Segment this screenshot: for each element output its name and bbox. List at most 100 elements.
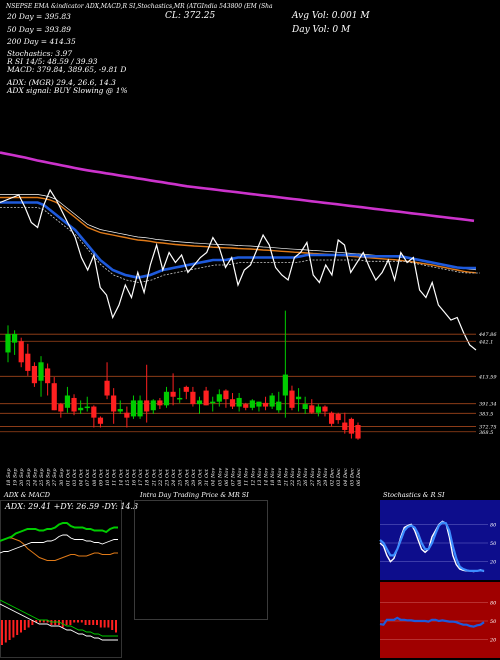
adx-macd-panel xyxy=(0,500,122,658)
level-label: 447.86 xyxy=(478,332,497,338)
x-tick-label: 05 Dec xyxy=(349,468,355,486)
macd-histogram-bar xyxy=(31,620,34,625)
x-tick-label: 04 Oct xyxy=(79,468,85,486)
macd-histogram-bar xyxy=(27,620,30,628)
macd-histogram-bar xyxy=(65,620,68,625)
x-tick-label: 17 Oct xyxy=(138,468,144,486)
x-tick-label: 23 Oct xyxy=(165,468,171,487)
rsi-tick-label: 80 xyxy=(490,600,497,606)
x-tick-label: 29 Oct xyxy=(191,468,197,487)
candle-body xyxy=(97,417,104,424)
x-tick-label: 19 Sep xyxy=(13,468,19,486)
x-tick-label: 18 Oct xyxy=(145,468,151,486)
stoch-k-line xyxy=(379,520,485,573)
x-tick-label: 07 Nov xyxy=(231,468,237,486)
candle-body xyxy=(38,362,44,381)
level-label: 368.5 xyxy=(479,430,493,436)
x-tick-label: 04 Dec xyxy=(343,468,349,486)
x-tick-label: 30 Sep xyxy=(59,468,65,486)
candle-body xyxy=(183,386,189,392)
macd-histogram-bar xyxy=(80,620,83,623)
macd-signal-line xyxy=(0,599,118,637)
candle-body xyxy=(348,418,354,434)
x-tick-label: 19 Nov xyxy=(277,468,283,486)
candle-body xyxy=(58,404,64,412)
x-tick-label: 18 Sep xyxy=(6,468,12,486)
stoch-tick-label: 20 xyxy=(489,560,497,566)
x-tick-label: 16 Oct xyxy=(132,468,138,486)
candle-body xyxy=(157,400,163,406)
x-tick-label: 11 Oct xyxy=(112,468,118,486)
macd-stat: MACD: 379.84, 389.65, -9.81 D xyxy=(7,65,127,74)
macd-histogram-bar xyxy=(84,620,87,625)
macd-histogram-bar xyxy=(69,620,72,625)
x-tick-label: 25 Sep xyxy=(39,468,45,487)
candle-body xyxy=(78,407,84,411)
x-tick-label: 28 Oct xyxy=(184,468,190,487)
macd-histogram-bar xyxy=(46,620,49,623)
candle-body xyxy=(71,397,77,412)
candle-body xyxy=(216,394,222,402)
x-tick-label: 10 Oct xyxy=(105,468,111,486)
candle-body xyxy=(144,400,150,412)
macd-histogram-bar xyxy=(99,620,102,628)
x-tick-label: 08 Oct xyxy=(92,468,98,486)
macd-histogram-bar xyxy=(107,620,110,628)
x-tick-label: 08 Nov xyxy=(237,468,243,486)
macd-histogram-bar xyxy=(16,620,19,635)
candle-body xyxy=(322,406,328,412)
macd-histogram-bar xyxy=(111,620,114,630)
candle-body xyxy=(163,391,170,406)
candle-body xyxy=(342,422,348,430)
x-tick-label: 25 Nov xyxy=(297,468,303,487)
macd-chart xyxy=(0,599,118,645)
candle-body xyxy=(282,374,288,396)
price-avg-line xyxy=(0,207,480,283)
macd-histogram-bar xyxy=(35,620,38,623)
x-tick-label: 30 Oct xyxy=(198,468,204,486)
adx-readout: ADX: 29.41 +DY: 26.59 -DY: 14.3 xyxy=(5,502,139,511)
candle-body xyxy=(223,390,229,400)
macd-histogram-bar xyxy=(8,620,11,640)
rsi-line xyxy=(379,616,485,628)
x-tick-label: 22 Nov xyxy=(290,468,296,487)
x-tick-label: 14 Nov xyxy=(264,468,270,486)
rsi-tick-label: 50 xyxy=(490,619,497,625)
adx-chart xyxy=(0,522,118,561)
candle-body xyxy=(177,397,183,400)
candle-body xyxy=(302,404,308,410)
candle-body xyxy=(289,390,295,408)
candle-body xyxy=(203,390,209,406)
avg-volume: Avg Vol: 0.001 M xyxy=(292,11,370,21)
ema20-line xyxy=(0,201,476,279)
x-tick-label: 12 Nov xyxy=(250,468,256,486)
x-tick-label: 27 Sep xyxy=(52,468,58,487)
macd-histogram-bar xyxy=(54,620,57,625)
ema-overlay-chart xyxy=(0,151,480,351)
stoch-rsi-title: Stochastics & R SI xyxy=(383,491,445,499)
candle-body xyxy=(315,406,321,413)
candle-body xyxy=(249,400,255,408)
price-line xyxy=(0,188,477,351)
candle-body xyxy=(262,402,269,407)
candle-body xyxy=(295,396,302,400)
day-volume: Day Vol: 0 M xyxy=(292,25,351,35)
intraday-title: Intra Day Trading Price & MR SI xyxy=(140,491,249,499)
x-tick-label: 03 Dec xyxy=(336,468,342,486)
candle-body xyxy=(355,425,361,439)
rsi-tick-label: 20 xyxy=(489,638,497,644)
stoch-tick-label: 80 xyxy=(490,522,497,528)
x-tick-label: 06 Nov xyxy=(224,468,230,486)
ema200-stat: 200 Day = 414.35 xyxy=(7,37,76,46)
candle-body xyxy=(190,391,196,405)
macd-histogram-bar xyxy=(12,620,15,638)
x-tick-label: 24 Oct xyxy=(171,468,177,487)
candle-body xyxy=(104,380,110,396)
x-tick-label: 23 Sep xyxy=(26,468,32,487)
candle-body xyxy=(150,400,156,411)
x-tick-label: 27 Nov xyxy=(310,468,316,487)
rsi-chart: 80 50 20 xyxy=(379,600,497,644)
macd-line xyxy=(0,603,118,641)
candle-body xyxy=(117,409,123,412)
minus-di-line xyxy=(0,534,118,554)
